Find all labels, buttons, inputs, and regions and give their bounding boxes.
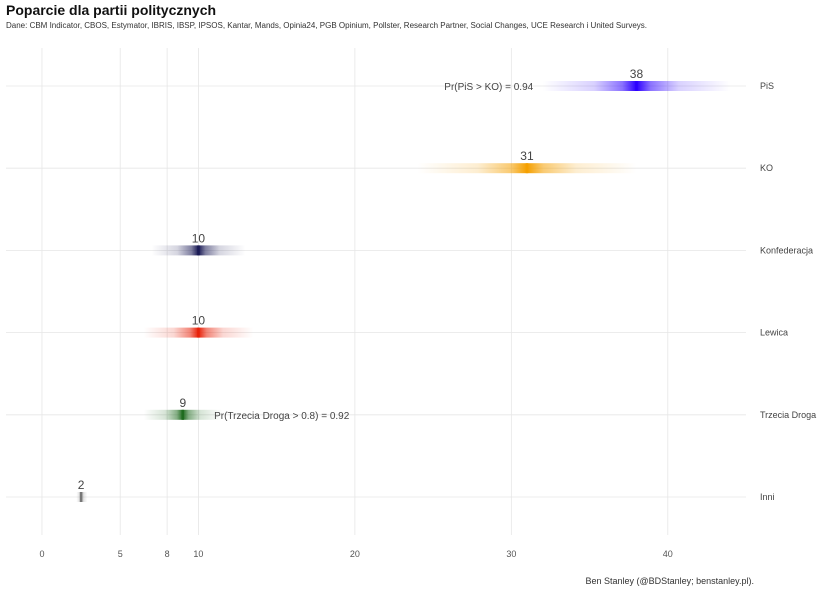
median-pis xyxy=(635,81,638,91)
annotation-1: Pr(PiS > KO) = 0.94 xyxy=(444,82,533,93)
value-labels: 38 31 10 10 9 2 xyxy=(78,67,644,492)
x-tick-0: 0 xyxy=(39,549,44,559)
x-tick-40: 40 xyxy=(663,549,673,559)
party-label-trzecia-droga: Trzecia Droga xyxy=(760,410,816,420)
chart-caption: Ben Stanley (@BDStanley; benstanley.pl). xyxy=(585,576,754,586)
interval-bands xyxy=(76,81,731,502)
median-ko xyxy=(525,163,529,174)
value-label-konfederacja: 10 xyxy=(192,231,206,245)
median-konfederacja xyxy=(197,245,200,256)
median-trzecia-droga xyxy=(181,409,184,420)
vertical-gridlines xyxy=(41,48,669,535)
annotations: Pr(PiS > KO) = 0.94 Pr(Trzecia Droga > 0.… xyxy=(214,82,534,422)
x-tick-5: 5 xyxy=(118,549,123,559)
party-label-ko: KO xyxy=(760,163,773,173)
value-label-trzecia-droga: 9 xyxy=(179,396,186,410)
chart-subtitle: Dane: CBM Indicator, CBOS, Estymator, IB… xyxy=(6,21,648,30)
value-label-lewica: 10 xyxy=(192,314,206,328)
party-label-konfederacja: Konfederacja xyxy=(760,245,813,255)
party-label-pis: PiS xyxy=(760,81,774,91)
value-label-ko: 31 xyxy=(520,149,534,163)
median-lewica xyxy=(197,327,200,338)
x-tick-10: 10 xyxy=(193,549,203,559)
x-tick-8: 8 xyxy=(165,549,170,559)
x-tick-labels: 0 5 8 10 20 30 40 xyxy=(39,549,672,559)
horizontal-gridlines xyxy=(6,85,746,498)
chart-title: Poparcie dla partii politycznych xyxy=(6,2,217,18)
party-label-lewica: Lewica xyxy=(760,328,788,338)
value-label-pis: 38 xyxy=(630,67,644,81)
x-tick-20: 20 xyxy=(350,549,360,559)
median-inni xyxy=(79,492,83,502)
annotation-2: Pr(Trzecia Droga > 0.8) = 0.92 xyxy=(214,411,350,422)
value-label-inni: 2 xyxy=(78,478,85,492)
x-tick-30: 30 xyxy=(506,549,516,559)
party-labels: PiS KO Konfederacja Lewica Trzecia Droga Inni xyxy=(760,81,816,502)
party-label-inni: Inni xyxy=(760,492,775,502)
